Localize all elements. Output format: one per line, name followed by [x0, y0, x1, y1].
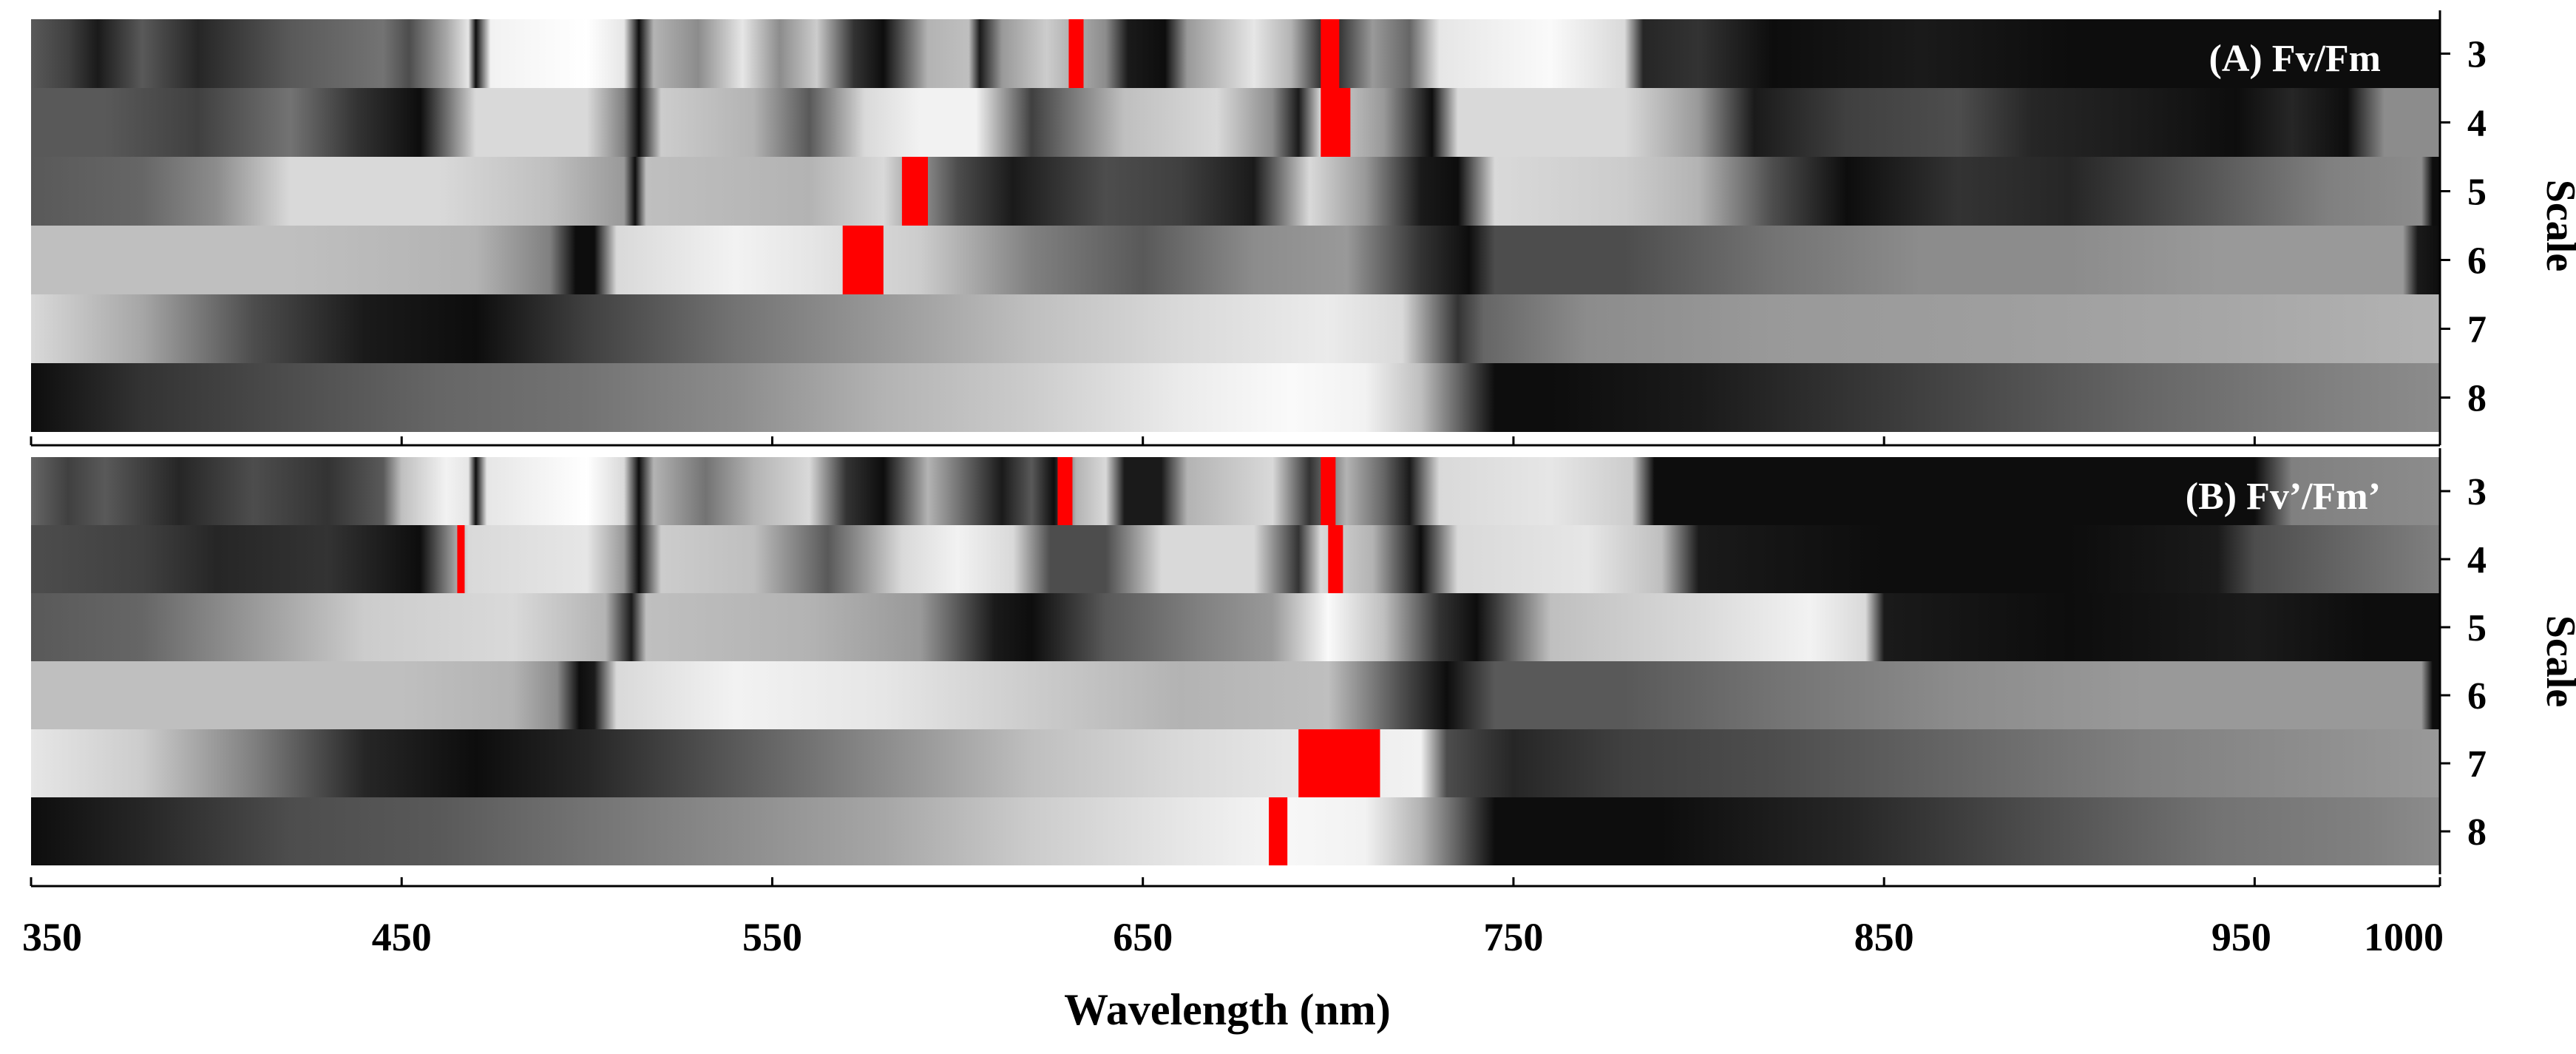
heatmap-row-scale-7 — [31, 729, 2440, 797]
x-tick-label-650: 650 — [1113, 915, 1173, 959]
highlight-mark-scale-4-1 — [457, 525, 465, 593]
x-tick-label-550: 550 — [742, 915, 802, 959]
x-tick-label-750: 750 — [1483, 915, 1543, 959]
x-tick-label-450: 450 — [372, 915, 432, 959]
heatmap-row-scale-4 — [31, 88, 2440, 157]
panel-b: 3 4 5 6 7 8 (B) Fv’/Fm’ Scale — [31, 448, 2576, 874]
scale-tick-label-5: 5 — [2467, 607, 2487, 649]
scale-tick-label-3: 3 — [2467, 471, 2487, 513]
heatmap-row-scale-5 — [31, 593, 2440, 661]
scale-tick-label-8: 8 — [2467, 378, 2487, 420]
highlight-mark-scale-5-1 — [901, 157, 928, 226]
x-tick-label-1000: 1000 — [2364, 915, 2444, 959]
heatmap-row-scale-5 — [31, 157, 2440, 226]
highlight-mark-scale-3-1 — [1057, 457, 1073, 525]
heatmap-row-scale-7 — [31, 294, 2440, 363]
scale-tick-label-6: 6 — [2467, 675, 2487, 717]
highlight-mark-scale-3-1 — [1068, 19, 1084, 88]
highlight-mark-scale-7-1 — [1298, 729, 1380, 797]
panels-layer: 3 4 5 6 7 8 (A) Fv/Fm Scale 3 4 5 6 7 8 (B) Fv’/Fm’ Sca… — [31, 10, 2576, 874]
heatmap-row-scale-4 — [31, 525, 2440, 593]
scale-tick-label-8: 8 — [2467, 811, 2487, 854]
heatmap-row-scale-6 — [31, 226, 2440, 294]
x-axis-label: Wavelength (nm) — [1064, 985, 1391, 1034]
panel-title-a: (A) Fv/Fm — [2209, 38, 2381, 80]
scale-tick-label-7: 7 — [2467, 743, 2487, 786]
heatmap-row-scale-8 — [31, 797, 2440, 865]
scale-tick-label-5: 5 — [2467, 172, 2487, 214]
scale-tick-label-4: 4 — [2467, 539, 2487, 581]
x-tick-label-950: 950 — [2211, 915, 2271, 959]
x-tick-label-850: 850 — [1854, 915, 1914, 959]
highlight-mark-scale-6-1 — [842, 226, 884, 294]
highlight-mark-scale-3-2 — [1321, 19, 1340, 88]
scale-tick-label-6: 6 — [2467, 240, 2487, 283]
heatmap-row-scale-3 — [31, 19, 2440, 88]
scale-tick-label-3: 3 — [2467, 34, 2487, 76]
heatmap-row-scale-6 — [31, 661, 2440, 729]
highlight-mark-scale-8-1 — [1269, 797, 1288, 865]
axis-layer: 350 450 550 650 750 850 950 1000 Wavelength (nm) — [22, 436, 2444, 1034]
scale-tick-label-7: 7 — [2467, 309, 2487, 351]
heatmap-row-scale-8 — [31, 363, 2440, 432]
panel-title-b: (B) Fv’/Fm’ — [2186, 476, 2381, 518]
panel-a: 3 4 5 6 7 8 (A) Fv/Fm Scale — [31, 10, 2576, 441]
heatmap-row-scale-3 — [31, 457, 2440, 525]
y-axis-label-b: Scale — [2538, 615, 2576, 707]
x-tick-label-350: 350 — [22, 915, 82, 959]
highlight-mark-scale-4-2 — [1328, 525, 1343, 593]
scale-tick-label-4: 4 — [2467, 103, 2487, 145]
highlight-mark-scale-4-1 — [1321, 88, 1351, 157]
highlight-mark-scale-3-2 — [1321, 457, 1336, 525]
y-axis-label-a: Scale — [2538, 180, 2576, 271]
